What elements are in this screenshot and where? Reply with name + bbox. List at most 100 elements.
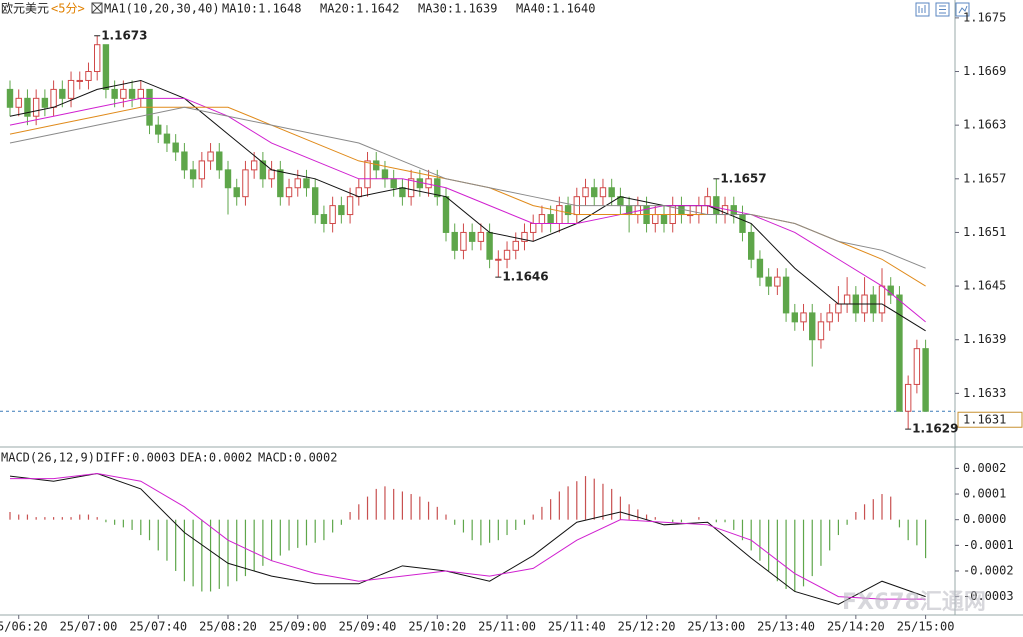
y-tick-label: -0.0001 [963,538,1014,552]
y-tick-label: 1.1639 [963,332,1006,346]
candle-body [303,178,310,189]
candle-body [564,205,572,216]
candle-body [530,223,537,233]
candle-body [652,214,659,224]
candle-body [468,231,476,242]
candle-body [538,214,546,224]
x-tick-label: 25/09:00 [269,620,327,634]
candle-body [739,214,746,233]
y-tick-label: 1.1651 [963,225,1006,239]
candle-body [774,276,781,287]
x-tick-label: 25/14:20 [827,620,885,634]
last-price-box [957,411,1023,428]
candle-body [233,187,240,198]
candle-body [207,151,214,162]
y-tick-label: 1.1669 [963,64,1006,78]
candle-body [94,44,101,73]
candle-body [320,214,328,224]
candle-body [922,348,929,412]
candle-body [599,187,607,198]
toolbar-icon [918,5,926,13]
candle-body [364,160,371,189]
candle-body [163,133,171,144]
last-price-label: 1.1631 [963,413,1006,427]
x-tick-label: 25/07:00 [60,620,118,634]
candle-body [713,196,720,216]
candle-body [102,44,110,90]
y-tick-label: 0.0000 [963,512,1006,526]
candle-body [660,214,668,224]
candle-body [155,124,162,135]
candle-body [782,276,790,314]
candle-body [329,205,336,224]
legend-entry: MA20:1.1642 [320,2,399,16]
candle-body [791,312,798,323]
candle-body [800,312,807,323]
indicator-icon [91,2,103,14]
candle-body [835,303,842,314]
candle-body [59,88,66,99]
x-tick-label: 25/07:40 [129,620,187,634]
candle-body [748,231,755,260]
y-tick-label: 1.1663 [963,118,1006,132]
candle-body [120,88,127,99]
candle-body [172,142,179,153]
y-tick-label: 1.1633 [963,386,1006,400]
candle-body [189,169,197,180]
candle-body [355,187,363,198]
legend-entry: DEA:0.0002 [180,451,252,465]
candle-body [556,205,563,224]
ma-line [9,106,926,269]
candle-body [67,79,75,99]
annotation-label: 1.1629 [912,422,958,436]
candle-body [50,88,57,108]
candle-body [198,160,206,180]
candle-body [216,151,223,171]
candle-body [756,258,764,278]
x-tick-label: 25/06:20 [0,620,48,634]
watermark: FX678汇通网 [842,590,986,615]
candle-body [704,196,711,207]
x-tick-label: 25/12:20 [618,620,676,634]
candle-body [434,178,441,198]
candle-body [896,294,903,412]
ma-line [10,473,926,600]
candle-body [878,285,886,314]
candle-body [24,97,31,117]
toolbar-icon [939,5,946,14]
candle-body [521,231,528,242]
candle-body [399,187,406,198]
legend-entry: MA10:1.1648 [222,2,301,16]
candle-body [338,205,345,216]
candle-body [111,88,118,99]
candle-body [451,231,458,251]
toolbar-icon [958,5,968,14]
indicator-icon[interactable] [91,2,103,14]
toolbar [915,2,970,17]
candle-body [809,312,816,341]
x-tick-label: 25/11:40 [548,620,606,634]
x-tick-label: 25/15:00 [897,620,955,634]
x-tick-label: 25/08:20 [199,620,257,634]
candle-body [259,160,267,180]
candle-body [85,71,92,81]
candle-body [477,231,485,242]
candle-body [460,231,467,251]
ma-line [9,97,926,323]
y-tick-label: 1.1657 [963,171,1006,185]
y-tick-label: 1.1645 [963,279,1006,293]
legend-entry: DIFF:0.0003 [96,451,175,465]
x-tick-label: 25/10:20 [408,620,466,634]
candle-body [826,312,833,323]
candle-body [904,383,912,412]
annotation-label: 1.1673 [101,28,147,42]
indicator-label: MA1(10,20,30,40) [104,2,220,16]
macd-title: MACD(26,12,9) [1,451,95,465]
candle-body [32,97,40,117]
annotation-label: 1.1657 [720,171,766,185]
candle-body [285,187,293,198]
candle-body [128,88,136,99]
candle-body [843,294,851,305]
y-tick-label: 1.1675 [963,10,1006,24]
